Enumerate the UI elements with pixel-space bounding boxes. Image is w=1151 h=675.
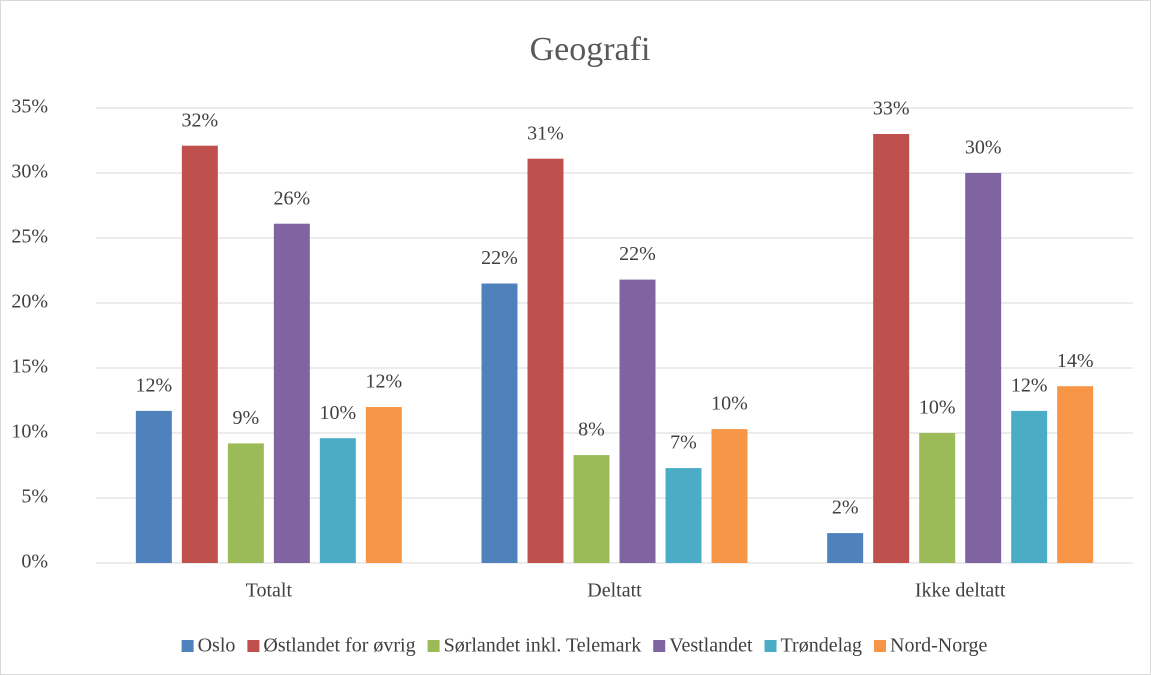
chart-title: Geografi [530, 31, 651, 68]
legend-label: Sørlandet inkl. Telemark [444, 635, 642, 657]
data-label: 32% [181, 109, 218, 131]
bar [181, 145, 218, 563]
data-label: 33% [873, 98, 910, 120]
data-label: 26% [273, 187, 310, 209]
legend-label: Østlandet for øvrig [263, 635, 415, 657]
bar [1057, 386, 1094, 563]
bar [227, 443, 264, 563]
x-tick-label: Deltatt [587, 580, 642, 602]
data-label: 12% [135, 374, 172, 396]
data-label: 8% [578, 419, 605, 441]
bar [873, 134, 910, 563]
data-label: 31% [527, 122, 564, 144]
bar [1011, 410, 1048, 563]
legend-swatch [247, 640, 260, 652]
data-label: 14% [1057, 350, 1094, 372]
legend-swatch [764, 640, 777, 652]
data-label: 2% [832, 497, 859, 519]
legend-label: Nord-Norge [890, 635, 988, 657]
legend-swatch [874, 640, 887, 652]
legend-label: Trøndelag [781, 635, 862, 657]
bar [319, 438, 356, 563]
y-tick-label: 25% [11, 226, 48, 248]
data-label: 12% [1011, 374, 1048, 396]
legend-swatch [427, 640, 440, 652]
bar [273, 223, 310, 563]
legend-swatch [181, 640, 194, 652]
bar [827, 533, 864, 563]
y-tick-label: 20% [11, 291, 48, 313]
y-tick-label: 15% [11, 356, 48, 378]
data-label: 7% [670, 432, 697, 454]
y-tick-label: 0% [21, 551, 48, 573]
bar [573, 455, 610, 563]
data-label: 10% [319, 402, 356, 424]
data-label: 22% [619, 243, 656, 265]
legend-label: Oslo [198, 635, 236, 657]
data-label: 10% [711, 393, 748, 415]
y-tick-label: 10% [11, 421, 48, 443]
y-tick-label: 30% [11, 161, 48, 183]
bar [527, 158, 564, 563]
data-label: 9% [232, 407, 259, 429]
x-tick-label: Totalt [246, 580, 293, 602]
bar [619, 279, 656, 563]
x-tick-label: Ikke deltatt [915, 580, 1006, 602]
bar [481, 283, 518, 563]
legend-label: Vestlandet [669, 635, 753, 657]
bar [919, 433, 956, 563]
bar [711, 429, 748, 563]
data-label: 22% [481, 247, 518, 269]
data-label: 30% [965, 137, 1002, 159]
data-label: 10% [919, 397, 956, 419]
bar [135, 410, 172, 563]
bar [365, 407, 402, 563]
y-tick-label: 35% [11, 96, 48, 118]
y-tick-label: 5% [21, 486, 48, 508]
bar [665, 468, 702, 563]
legend-swatch [653, 640, 666, 652]
data-label: 12% [365, 371, 402, 393]
bar [965, 173, 1002, 563]
